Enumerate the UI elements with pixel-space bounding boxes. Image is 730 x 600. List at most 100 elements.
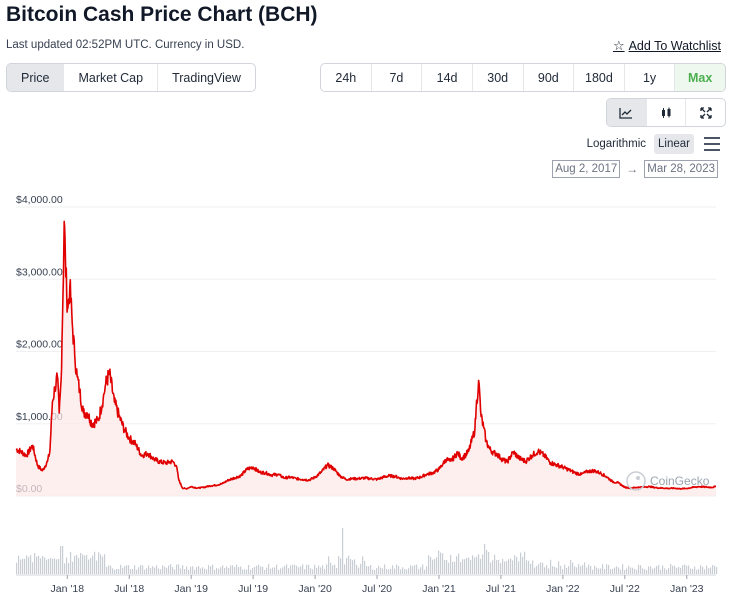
x-tick-label: Jan '23: [670, 583, 704, 595]
volume-bar: [380, 567, 382, 574]
volume-bar: [28, 557, 30, 574]
volume-bar: [500, 563, 502, 574]
fullscreen-button[interactable]: [686, 99, 725, 126]
volume-bar: [672, 565, 674, 574]
tab-market-cap[interactable]: Market Cap: [64, 64, 159, 91]
range-1y-button[interactable]: 1y: [625, 64, 676, 91]
logarithmic-option[interactable]: Logarithmic: [586, 138, 647, 150]
volume-bar: [20, 559, 22, 574]
volume-bar: [256, 565, 258, 574]
volume-bar: [374, 569, 376, 574]
volume-bar: [58, 558, 60, 574]
volume-bar: [464, 559, 466, 574]
volume-bar: [652, 568, 654, 574]
volume-bar: [234, 567, 236, 574]
volume-bar: [102, 556, 104, 574]
volume-bar: [452, 561, 454, 574]
volume-bar: [306, 564, 308, 574]
volume-bar: [658, 564, 660, 574]
chart-tabs: Price Market Cap TradingView: [6, 63, 256, 92]
volume-bar: [632, 567, 634, 574]
range-max-button[interactable]: Max: [675, 64, 725, 91]
volume-bar: [352, 560, 354, 574]
volume-bar: [474, 557, 476, 574]
volume-bar: [674, 565, 676, 574]
volume-bar: [184, 569, 186, 574]
volume-bar: [668, 568, 670, 574]
volume-bar: [280, 568, 282, 574]
x-tick-label: Jul '18: [114, 583, 144, 595]
volume-bar: [300, 566, 302, 574]
volume-bar: [704, 569, 706, 574]
volume-bar: [488, 552, 490, 574]
volume-bar: [554, 566, 556, 574]
range-24h-button[interactable]: 24h: [321, 64, 372, 91]
volume-bar: [232, 565, 234, 574]
volume-bar: [336, 567, 338, 574]
linear-option[interactable]: Linear: [654, 134, 694, 154]
volume-bar: [114, 569, 116, 574]
volume-bar: [436, 557, 438, 574]
volume-bar: [432, 559, 434, 574]
range-30d-button[interactable]: 30d: [473, 64, 524, 91]
volume-bar: [24, 558, 26, 574]
volume-bar: [332, 565, 334, 574]
volume-bar: [208, 565, 210, 574]
volume-bar: [540, 562, 542, 574]
volume-bar: [180, 568, 182, 574]
volume-bar: [602, 564, 604, 574]
volume-bar: [526, 560, 528, 574]
volume-bar: [588, 564, 590, 574]
candlestick-button[interactable]: [647, 99, 687, 126]
volume-bar: [130, 569, 132, 574]
volume-bar: [410, 565, 412, 574]
range-14d-button[interactable]: 14d: [422, 64, 473, 91]
volume-bar: [556, 567, 558, 574]
volume-bar: [686, 565, 688, 574]
volume-bar: [316, 567, 318, 574]
volume-bar: [696, 569, 698, 574]
volume-bar: [612, 568, 614, 574]
start-date-input[interactable]: Aug 2, 2017: [552, 160, 621, 178]
volume-bar: [614, 567, 616, 574]
range-90d-button[interactable]: 90d: [524, 64, 575, 91]
volume-bar: [456, 556, 458, 574]
volume-bar: [90, 557, 92, 574]
volume-bar: [700, 565, 702, 574]
volume-bar: [22, 558, 24, 574]
volume-bar: [162, 565, 164, 574]
volume-bar: [386, 569, 388, 574]
volume-bar: [528, 560, 530, 574]
volume-bar: [326, 564, 328, 574]
volume-bar: [434, 559, 436, 574]
line-chart-button[interactable]: [607, 99, 647, 126]
volume-bar: [72, 561, 74, 574]
end-date-input[interactable]: Mar 28, 2023: [644, 160, 718, 178]
volume-bar: [260, 566, 262, 574]
volume-bar: [442, 553, 444, 574]
range-180d-button[interactable]: 180d: [574, 64, 625, 91]
volume-bar: [496, 559, 498, 574]
volume-bar: [716, 567, 718, 574]
volume-bar: [620, 569, 622, 574]
tab-tradingview[interactable]: TradingView: [172, 70, 241, 85]
hamburger-menu-icon[interactable]: [704, 137, 720, 151]
volume-bar: [246, 569, 248, 574]
range-7d-button[interactable]: 7d: [372, 64, 423, 91]
volume-bar: [572, 562, 574, 574]
volume-bar: [664, 568, 666, 574]
volume-bar: [200, 568, 202, 574]
volume-bar: [388, 569, 390, 574]
volume-bar: [312, 569, 314, 574]
volume-bar: [268, 564, 270, 574]
volume-bar: [266, 567, 268, 574]
volume-bar: [678, 566, 680, 574]
tab-price[interactable]: Price: [7, 64, 65, 91]
volume-bar: [634, 568, 636, 574]
volume-bar: [518, 561, 520, 574]
volume-bar: [168, 565, 170, 574]
volume-bar: [472, 555, 474, 574]
volume-bar: [448, 562, 450, 574]
add-to-watchlist-link[interactable]: ☆ Add To Watchlist: [613, 38, 721, 54]
volume-bar: [424, 569, 426, 574]
